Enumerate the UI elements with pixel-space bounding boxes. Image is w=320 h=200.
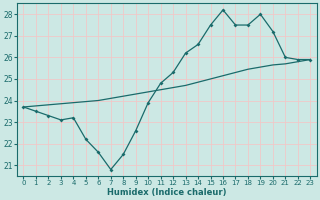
X-axis label: Humidex (Indice chaleur): Humidex (Indice chaleur) — [107, 188, 227, 197]
